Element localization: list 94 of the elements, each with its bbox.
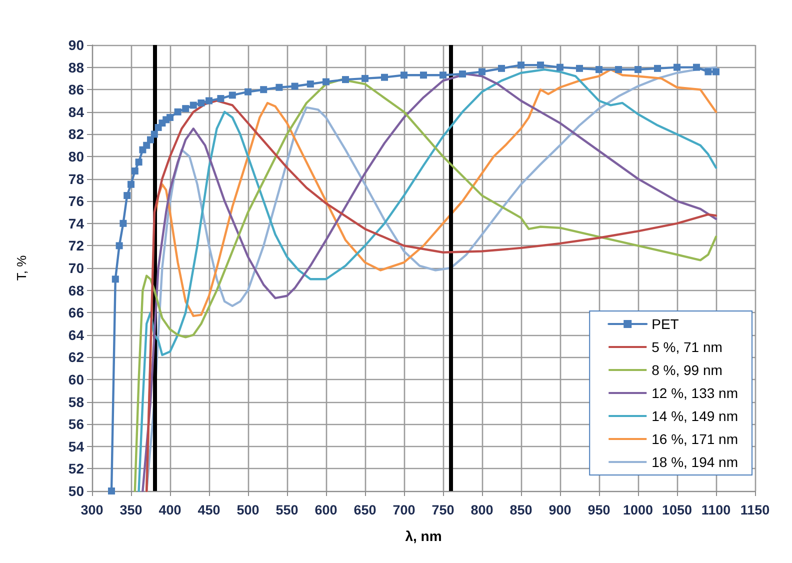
x-tick-label: 450	[198, 502, 220, 518]
y-axis-title: T, %	[14, 254, 29, 281]
legend-label: 16 %, 171 nm	[652, 431, 738, 447]
point	[166, 114, 174, 121]
legend-label: 12 %, 133 nm	[652, 385, 738, 401]
point	[206, 97, 212, 104]
point	[381, 74, 388, 81]
x-tick-label: 350	[120, 502, 142, 518]
point	[362, 74, 368, 82]
y-tick-label: 88	[68, 59, 84, 76]
y-tick-label: 66	[68, 304, 84, 321]
point	[478, 68, 486, 76]
point	[143, 142, 150, 149]
x-tick-label: 1000	[622, 502, 654, 518]
point	[704, 68, 712, 76]
point	[322, 78, 330, 86]
x-tick-label: 900	[548, 502, 572, 518]
x-tick-label: 400	[158, 502, 182, 518]
y-tick-label: 58	[68, 394, 84, 410]
legend-label: 5 %, 71 nm	[652, 339, 722, 355]
y-tick-label: 60	[68, 372, 84, 388]
x-tick-label: 600	[314, 502, 338, 518]
x-axis-title: λ, nm	[405, 528, 442, 544]
x-tick-label: 850	[510, 502, 532, 518]
legend-label: 8 %, 99 nm	[652, 362, 722, 378]
point	[198, 99, 205, 106]
point	[654, 64, 661, 72]
y-tick-label: 78	[68, 170, 84, 187]
point	[174, 108, 182, 116]
y-tick-label: 90	[68, 37, 84, 53]
point	[498, 64, 505, 72]
point	[674, 64, 680, 71]
point	[182, 105, 190, 112]
point	[116, 242, 123, 250]
point	[276, 84, 283, 91]
point	[131, 167, 138, 174]
x-tick-label: 300	[80, 502, 104, 518]
point	[190, 102, 197, 109]
y-tick-label: 72	[68, 238, 84, 254]
point	[440, 72, 446, 79]
y-tick-label: 50	[68, 483, 84, 499]
y-tick-label: 54	[68, 438, 84, 454]
y-tick-label: 76	[68, 193, 84, 210]
y-tick-label: 82	[68, 126, 84, 142]
y-tick-label: 52	[68, 460, 84, 477]
point	[712, 68, 720, 76]
point	[306, 80, 314, 88]
point	[537, 62, 544, 69]
x-tick-label: 700	[392, 502, 416, 518]
y-tick-label: 80	[68, 148, 84, 164]
legend-label: 18 %, 194 nm	[652, 454, 738, 470]
point	[228, 92, 236, 99]
legend-label: PET	[652, 316, 680, 332]
point	[150, 130, 158, 138]
y-tick-label: 56	[68, 416, 84, 432]
point	[260, 86, 268, 94]
x-tick-label: 950	[588, 502, 610, 518]
y-tick-label: 74	[68, 215, 84, 232]
x-tick-label: 500	[236, 502, 260, 518]
y-tick-label: 70	[68, 260, 84, 276]
point	[244, 88, 252, 96]
x-tick-label: 750	[432, 502, 454, 518]
y-tick-label: 84	[68, 104, 84, 120]
x-tick-label: 1150	[740, 502, 770, 518]
point	[112, 276, 119, 283]
point	[147, 136, 154, 144]
point	[634, 66, 642, 74]
point	[596, 66, 602, 74]
point	[108, 488, 115, 494]
y-tick-label: 68	[68, 282, 84, 298]
point	[342, 76, 349, 84]
point	[400, 72, 408, 79]
point	[217, 95, 224, 102]
x-tick-label: 650	[354, 502, 376, 518]
x-tick-label: 800	[470, 502, 494, 518]
legend-label: 14 %, 149 nm	[652, 408, 738, 424]
point	[128, 180, 134, 188]
point	[120, 220, 127, 227]
point	[615, 66, 622, 74]
x-tick-label: 1050	[662, 502, 692, 518]
y-tick-label: 86	[68, 82, 84, 98]
point	[576, 64, 583, 72]
point	[135, 158, 142, 166]
y-tick-label: 64	[68, 326, 84, 343]
point	[420, 72, 427, 79]
y-tick-label: 62	[68, 349, 84, 366]
point	[518, 62, 524, 69]
point	[459, 70, 466, 78]
point	[556, 64, 564, 71]
x-tick-label: 1100	[701, 502, 731, 518]
point	[291, 82, 298, 90]
point	[693, 64, 700, 71]
point	[124, 192, 131, 200]
x-tick-label: 550	[276, 502, 298, 518]
